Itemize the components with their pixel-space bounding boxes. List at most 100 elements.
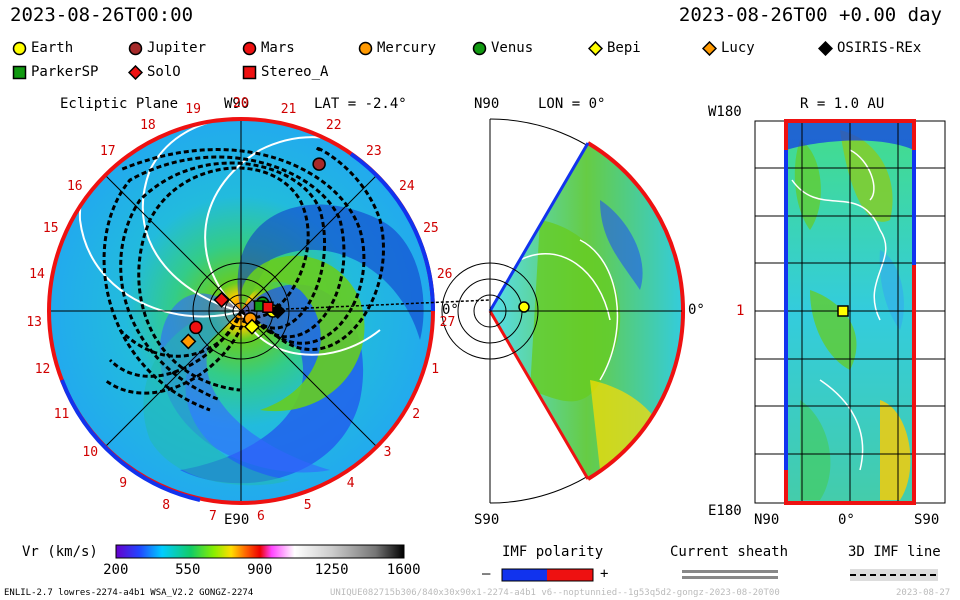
carrington-label: 15 xyxy=(42,221,59,236)
legend-label: Bepi xyxy=(607,40,641,56)
carrington-label: 24 xyxy=(399,179,415,195)
meridional-right-label: 0° xyxy=(688,302,705,318)
meridional-bottom-label: S90 xyxy=(474,512,500,528)
run-watermark-date: 2023-08-27 xyxy=(896,588,951,598)
radial-axis-mid: 0° xyxy=(838,512,855,528)
meridional-earth-marker xyxy=(518,301,530,313)
timestamp-left: 2023-08-26T00:00 xyxy=(10,4,194,26)
carrington-label: 26 xyxy=(436,267,453,283)
legend-item-jupiter: Jupiter xyxy=(128,40,206,56)
carrington-label: 8 xyxy=(162,497,171,513)
colorbar-tick: 1600 xyxy=(386,562,421,578)
legend-label: Mercury xyxy=(377,40,437,56)
legend-item-osiris-rex: OSIRIS-REx xyxy=(818,40,921,56)
legend-item-earth: Earth xyxy=(12,40,73,56)
carrington-label: 13 xyxy=(26,315,42,331)
body-marker-mars xyxy=(189,320,203,335)
body-marker-lucy xyxy=(180,333,197,350)
imf-polarity-minus: – xyxy=(482,566,491,582)
colorbar xyxy=(115,544,405,559)
legend-label: ParkerSP xyxy=(31,64,99,80)
ecliptic-structures xyxy=(49,119,433,503)
timestamp-right: 2023-08-26T00 +0.00 day xyxy=(678,4,942,26)
legend-item-mars: Mars xyxy=(242,40,295,56)
carrington-label: 1 xyxy=(431,362,440,378)
carrington-label: 11 xyxy=(53,406,70,422)
carrington-label: 19 xyxy=(185,101,201,117)
diamond-marker-icon xyxy=(128,64,143,80)
meridional-panel xyxy=(441,118,685,504)
run-watermark: UNIQUE082715b306/840x30x90x1-2274-a4b1 v… xyxy=(330,588,780,598)
meridional-lon-label: LON = 0° xyxy=(538,96,606,112)
radial-title: R = 1.0 AU xyxy=(800,96,885,112)
model-info: ENLIL-2.7 lowres-2274-a4b1 WSA_V2.2 GONG… xyxy=(4,588,254,598)
legend-label: OSIRIS-REx xyxy=(837,40,922,56)
carrington-label: 22 xyxy=(325,118,342,134)
legend-item-parkersp: ParkerSP xyxy=(12,64,98,80)
carrington-label: 25 xyxy=(423,221,439,236)
radial-earth-marker xyxy=(837,305,849,317)
carrington-label: 6 xyxy=(257,508,265,524)
body-marker-stereo-a xyxy=(262,301,274,313)
ecliptic-top-label: W90 xyxy=(224,96,250,112)
carrington-label: 27 xyxy=(439,315,456,331)
carrington-label: 5 xyxy=(303,497,312,513)
radial-bottom-label: E180 xyxy=(708,503,742,519)
body-marker-solo xyxy=(213,291,230,308)
body-marker-jupiter xyxy=(312,157,326,171)
ecliptic-plane-panel xyxy=(47,117,491,505)
carrington-label: 17 xyxy=(99,144,116,160)
circle-marker-icon xyxy=(128,41,143,56)
diamond-marker-icon xyxy=(588,40,603,56)
radial-axis-right: S90 xyxy=(914,512,940,528)
ecliptic-bottom-label: E90 xyxy=(224,512,250,528)
carrington-label: 23 xyxy=(366,144,382,160)
legend-label: Jupiter xyxy=(147,40,207,56)
meridional-top-label: N90 xyxy=(474,96,500,112)
carrington-label: 16 xyxy=(66,179,83,195)
legend-label: Earth xyxy=(31,40,74,56)
carrington-label: 20 xyxy=(233,96,249,111)
legend-item-stereo-a: Stereo_A xyxy=(242,64,328,80)
imf3d-title: 3D IMF line xyxy=(848,544,941,560)
carrington-label: 2 xyxy=(412,406,421,422)
colorbar-tick: 200 xyxy=(103,562,129,578)
circle-marker-icon xyxy=(358,41,373,56)
carrington-label: 18 xyxy=(140,118,156,134)
carrington-label: 4 xyxy=(346,475,355,491)
carrington-label: 7 xyxy=(208,508,217,524)
circle-marker-icon xyxy=(472,41,487,56)
legend-label: Stereo_A xyxy=(261,64,329,80)
current-sheath-title: Current sheath xyxy=(670,544,789,560)
carrington-label: 9 xyxy=(119,475,128,491)
current-sheath-swatch xyxy=(682,570,778,579)
carrington-label: 14 xyxy=(29,267,45,283)
imf-polarity-title: IMF polarity xyxy=(502,544,604,560)
legend-label: Venus xyxy=(491,40,534,56)
radial-mid-label: 1 xyxy=(736,303,745,319)
circle-marker-icon xyxy=(12,41,27,56)
colorbar-tick: 900 xyxy=(247,562,273,578)
colorbar-tick: 1250 xyxy=(314,562,349,578)
radial-top-label: W180 xyxy=(708,104,742,120)
legend-item-bepi: Bepi xyxy=(588,40,641,56)
imf-polarity-bar xyxy=(501,568,594,582)
carrington-label: 21 xyxy=(280,101,297,117)
ecliptic-bodies xyxy=(180,157,326,350)
legend-label: Mars xyxy=(261,40,295,56)
imf-polarity-plus: + xyxy=(600,566,609,582)
carrington-label: 12 xyxy=(34,362,51,378)
ecliptic-title: Ecliptic Plane xyxy=(60,96,179,112)
radial-panel xyxy=(754,119,946,505)
diamond-marker-icon xyxy=(702,40,717,56)
ecliptic-lat-label: LAT = -2.4° xyxy=(314,96,407,112)
colorbar-tick: 550 xyxy=(175,562,201,578)
imf3d-swatch xyxy=(850,569,938,581)
square-marker-icon xyxy=(242,65,257,80)
legend-label: Lucy xyxy=(721,40,755,56)
square-marker-icon xyxy=(12,65,27,80)
legend-item-venus: Venus xyxy=(472,40,533,56)
body-marker-bepi xyxy=(243,318,261,335)
carrington-label: 10 xyxy=(82,445,99,461)
